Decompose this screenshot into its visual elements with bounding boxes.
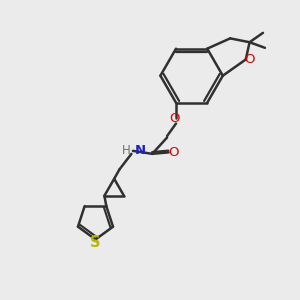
- Text: O: O: [169, 112, 180, 125]
- Text: O: O: [244, 53, 255, 66]
- Text: N: N: [134, 144, 146, 158]
- Text: S: S: [90, 235, 101, 250]
- Text: O: O: [168, 146, 179, 159]
- Text: H: H: [122, 144, 130, 157]
